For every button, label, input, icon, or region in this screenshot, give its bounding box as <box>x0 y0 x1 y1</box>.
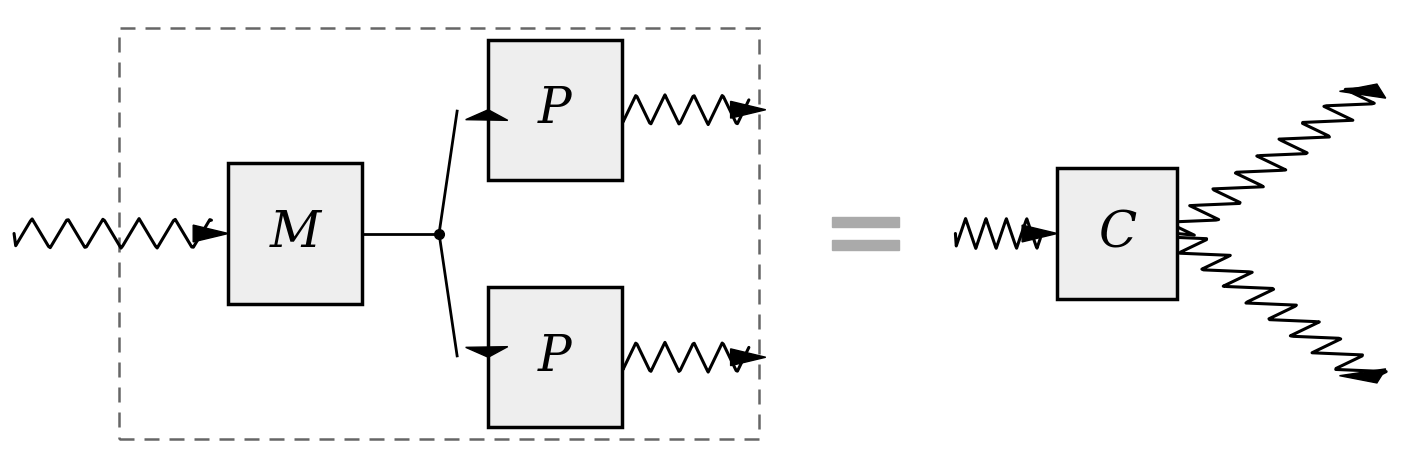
Bar <box>119 28 759 439</box>
Bar <box>832 217 899 227</box>
Polygon shape <box>731 349 766 366</box>
Polygon shape <box>465 110 507 120</box>
Text: P: P <box>538 333 572 382</box>
Polygon shape <box>465 347 507 357</box>
Polygon shape <box>192 225 228 242</box>
Bar <box>489 40 622 180</box>
Bar <box>1058 168 1177 299</box>
Polygon shape <box>1339 369 1385 383</box>
Polygon shape <box>731 101 766 118</box>
Bar <box>228 163 361 304</box>
Bar <box>832 240 899 250</box>
Polygon shape <box>1023 225 1058 242</box>
Text: P: P <box>538 85 572 134</box>
Text: M: M <box>270 209 320 258</box>
Polygon shape <box>1339 84 1385 98</box>
Text: C: C <box>1097 209 1137 258</box>
Bar <box>489 287 622 427</box>
